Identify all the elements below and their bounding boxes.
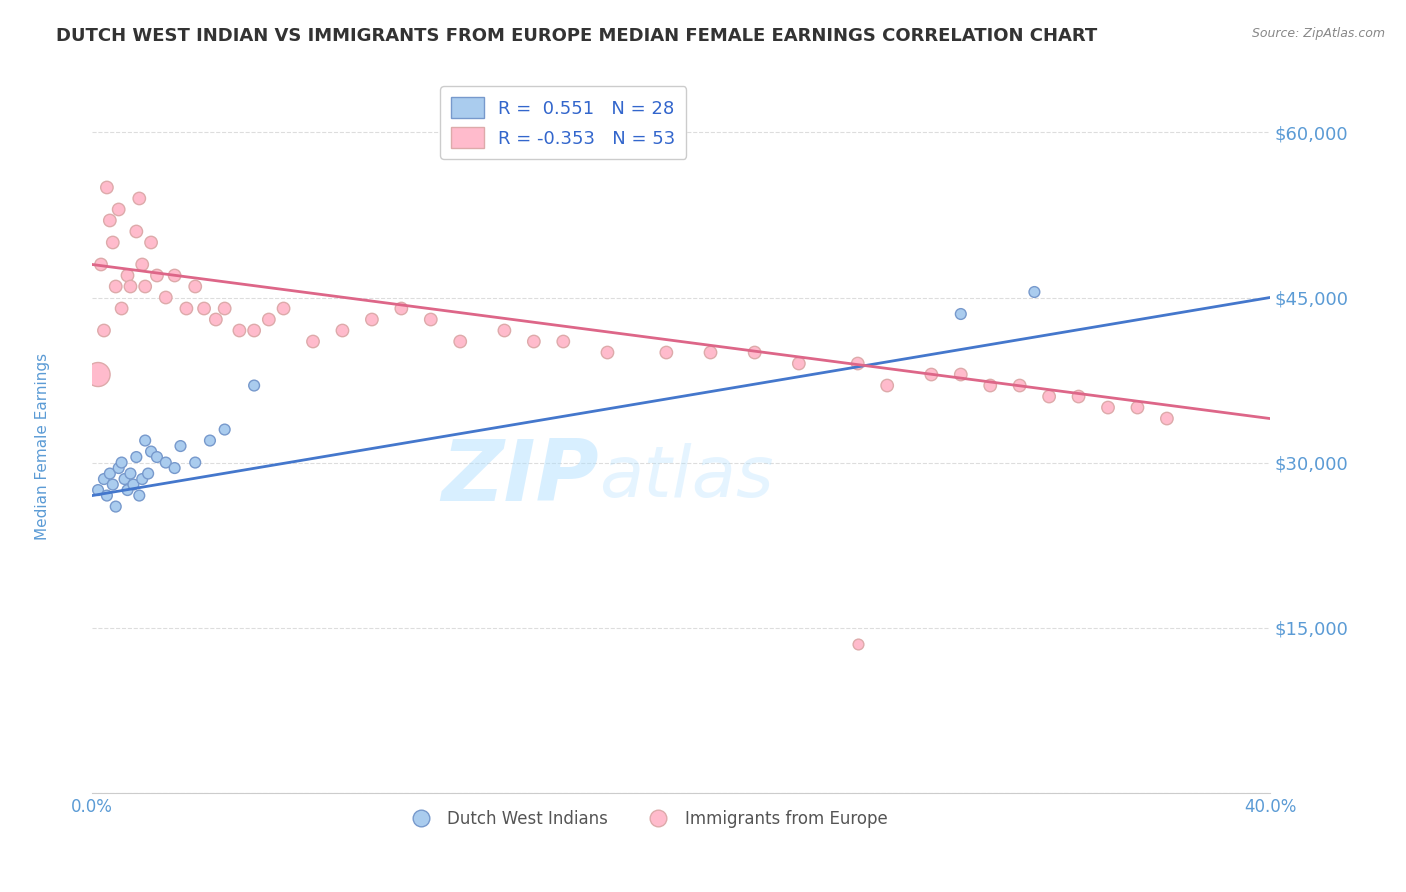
Point bbox=[979, 378, 1001, 392]
Point bbox=[699, 345, 721, 359]
Point bbox=[1038, 390, 1060, 404]
Point bbox=[128, 489, 150, 503]
Point bbox=[169, 439, 191, 453]
Point bbox=[146, 450, 169, 464]
Point bbox=[419, 312, 441, 326]
Legend: Dutch West Indians, Immigrants from Europe: Dutch West Indians, Immigrants from Euro… bbox=[398, 803, 894, 834]
Text: atlas: atlas bbox=[599, 443, 773, 513]
Point bbox=[176, 301, 198, 316]
Point bbox=[139, 235, 162, 250]
Point bbox=[243, 378, 266, 392]
Point bbox=[273, 301, 295, 316]
Point bbox=[184, 279, 207, 293]
Point bbox=[120, 279, 142, 293]
Point bbox=[104, 279, 127, 293]
Point bbox=[107, 461, 129, 475]
Point bbox=[449, 334, 471, 349]
Point bbox=[117, 483, 139, 497]
Point bbox=[125, 450, 148, 464]
Point bbox=[125, 225, 148, 239]
Text: Median Female Earnings: Median Female Earnings bbox=[35, 352, 49, 540]
Point bbox=[1067, 390, 1090, 404]
Point bbox=[184, 456, 207, 470]
Point bbox=[332, 324, 354, 338]
Point bbox=[389, 301, 412, 316]
Point bbox=[93, 324, 115, 338]
Point bbox=[139, 444, 162, 458]
Point bbox=[361, 312, 384, 326]
Point bbox=[1097, 401, 1119, 415]
Point bbox=[193, 301, 215, 316]
Text: Source: ZipAtlas.com: Source: ZipAtlas.com bbox=[1251, 27, 1385, 40]
Point bbox=[205, 312, 228, 326]
Point bbox=[101, 235, 124, 250]
Point bbox=[1008, 378, 1031, 392]
Point bbox=[214, 301, 236, 316]
Point bbox=[111, 301, 134, 316]
Point bbox=[87, 483, 110, 497]
Point bbox=[117, 268, 139, 283]
Point bbox=[107, 202, 129, 217]
Point bbox=[96, 180, 118, 194]
Point bbox=[744, 345, 766, 359]
Point bbox=[163, 461, 186, 475]
Point bbox=[920, 368, 942, 382]
Point bbox=[876, 378, 898, 392]
Point bbox=[163, 268, 186, 283]
Point bbox=[128, 192, 150, 206]
Point bbox=[155, 456, 177, 470]
Point bbox=[98, 213, 121, 227]
Point bbox=[198, 434, 221, 448]
Point bbox=[98, 467, 121, 481]
Point bbox=[155, 291, 177, 305]
Point bbox=[228, 324, 250, 338]
Point bbox=[1156, 411, 1178, 425]
Point bbox=[214, 423, 236, 437]
Point bbox=[302, 334, 325, 349]
Text: ZIP: ZIP bbox=[441, 436, 599, 519]
Point bbox=[146, 268, 169, 283]
Point bbox=[655, 345, 678, 359]
Point bbox=[596, 345, 619, 359]
Point bbox=[111, 456, 134, 470]
Point bbox=[90, 258, 112, 272]
Point bbox=[120, 467, 142, 481]
Point bbox=[87, 368, 110, 382]
Point bbox=[553, 334, 575, 349]
Point bbox=[136, 467, 159, 481]
Point bbox=[114, 472, 136, 486]
Point bbox=[494, 324, 516, 338]
Point bbox=[949, 368, 972, 382]
Point bbox=[131, 258, 153, 272]
Point bbox=[257, 312, 280, 326]
Point bbox=[523, 334, 546, 349]
Point bbox=[1126, 401, 1149, 415]
Point bbox=[846, 357, 869, 371]
Point bbox=[787, 357, 810, 371]
Point bbox=[846, 637, 869, 651]
Point bbox=[134, 434, 156, 448]
Point bbox=[243, 324, 266, 338]
Point bbox=[104, 500, 127, 514]
Point bbox=[131, 472, 153, 486]
Point bbox=[93, 472, 115, 486]
Point bbox=[122, 477, 145, 491]
Point bbox=[1024, 285, 1046, 299]
Point bbox=[134, 279, 156, 293]
Point bbox=[949, 307, 972, 321]
Text: DUTCH WEST INDIAN VS IMMIGRANTS FROM EUROPE MEDIAN FEMALE EARNINGS CORRELATION C: DUTCH WEST INDIAN VS IMMIGRANTS FROM EUR… bbox=[56, 27, 1098, 45]
Point bbox=[96, 489, 118, 503]
Point bbox=[101, 477, 124, 491]
